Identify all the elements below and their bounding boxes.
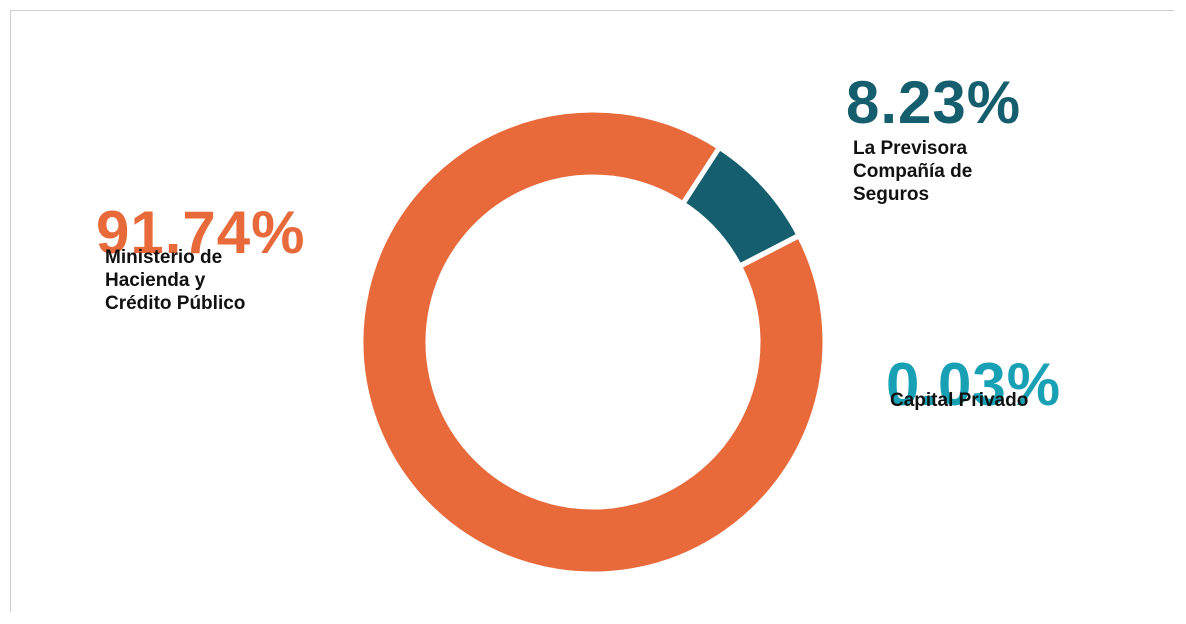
- value-label: 0.03%: [886, 351, 1062, 418]
- frame: [10, 10, 1174, 612]
- slice: [358, 107, 828, 577]
- value-label: 91.74%: [96, 199, 306, 266]
- value-label: 8.23%: [846, 69, 1022, 136]
- category-label: Ministerio de Hacienda y Crédito Público: [105, 247, 246, 314]
- category-label: Capital Privado: [890, 390, 1029, 411]
- category-label: La Previsora Compañía de Seguros: [853, 138, 973, 205]
